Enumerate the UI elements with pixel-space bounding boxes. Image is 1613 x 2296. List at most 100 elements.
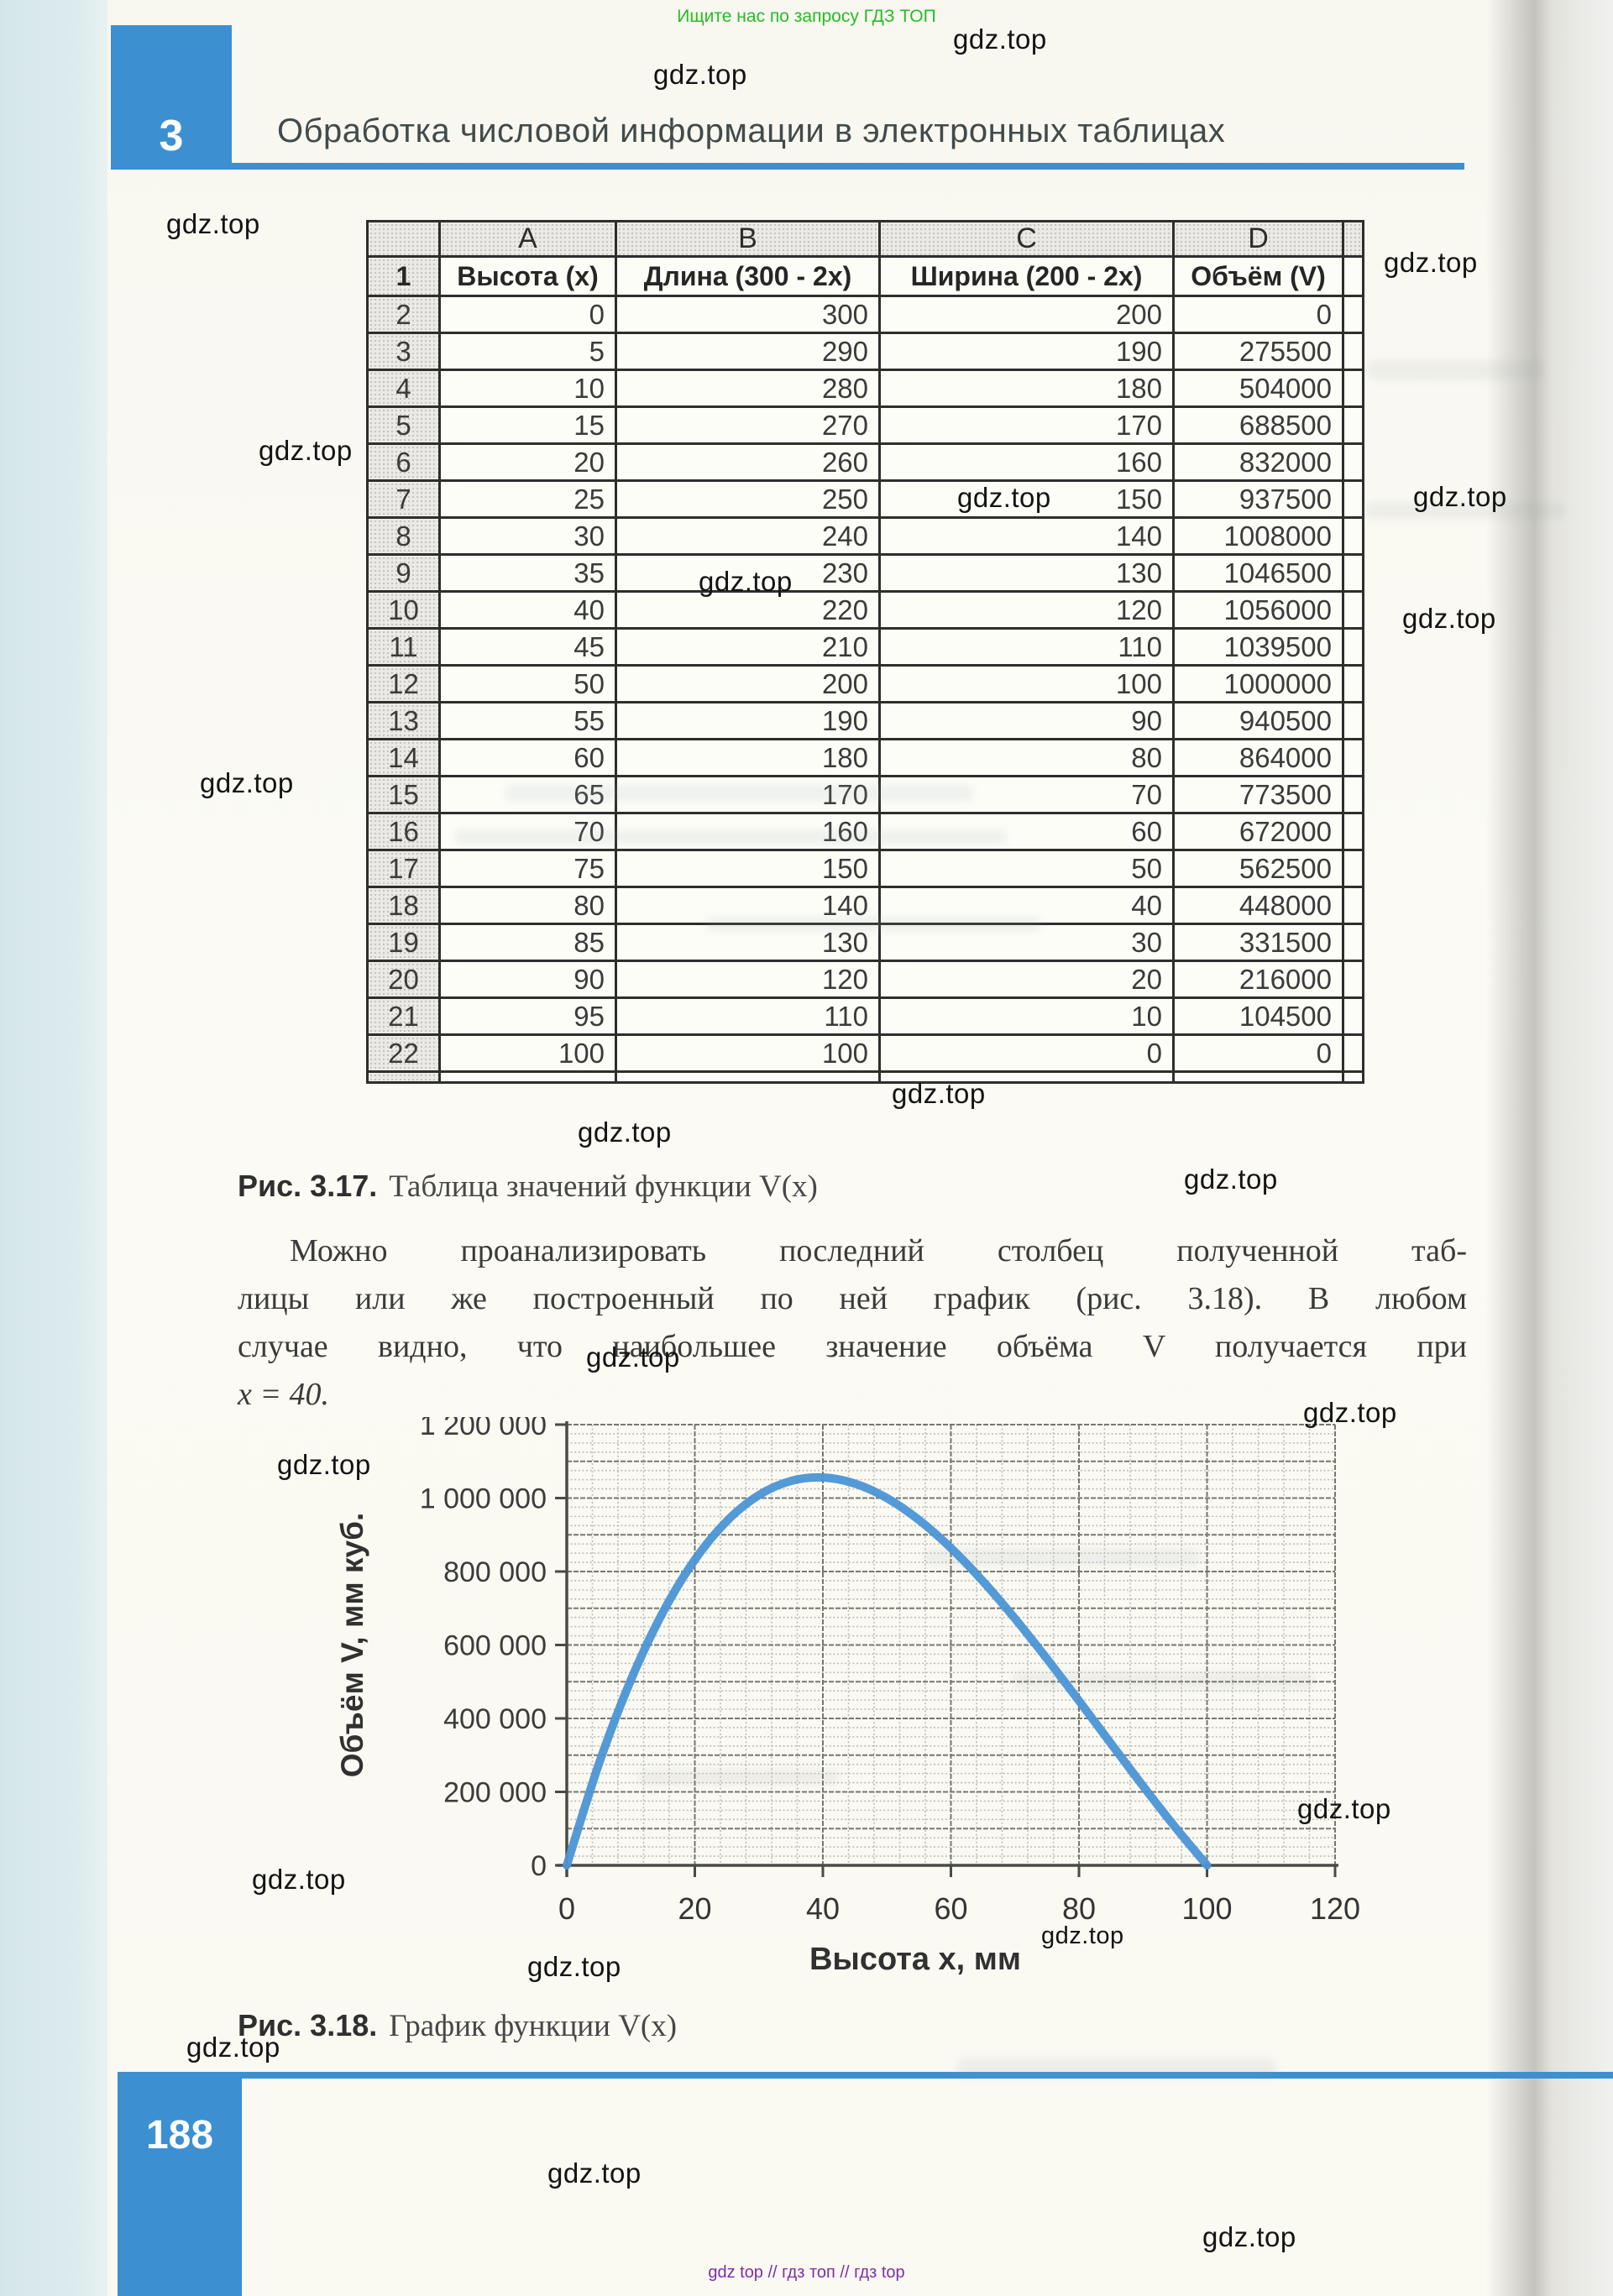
watermark: gdz.top xyxy=(953,24,1047,55)
cell-cut xyxy=(1342,627,1364,667)
table-cell: 150 xyxy=(615,849,881,888)
table-cell: 90 xyxy=(438,960,617,999)
table-cell: 280 xyxy=(615,369,881,408)
cell-cut xyxy=(1342,812,1364,851)
table-row: 21 95 110 10 104500 xyxy=(366,996,1364,1036)
row-number: 22 xyxy=(366,1033,441,1073)
cell-cut xyxy=(1342,738,1364,777)
x-tick-label: 100 xyxy=(1181,1891,1232,1926)
table-cell: 60 xyxy=(878,812,1175,851)
row-number: 12 xyxy=(366,664,441,703)
table-row: 6 20 260 160 832000 xyxy=(366,442,1364,482)
bottom-rule xyxy=(118,2072,1613,2079)
y-tick-label: 0 xyxy=(531,1850,547,1882)
figure-318-caption-text: График функции V(x) xyxy=(389,2009,678,2043)
table-row: 8 30 240 140 1008000 xyxy=(366,516,1364,556)
table-cell: 216000 xyxy=(1172,960,1344,999)
column-header: Длина (300 - 2x) xyxy=(615,255,881,297)
table-cell: 140 xyxy=(615,886,881,925)
row-number: 7 xyxy=(366,479,441,519)
table-cell: 1046500 xyxy=(1172,553,1344,593)
title-rule xyxy=(111,163,1464,170)
top-note: Ищите нас по запросу ГДЗ ТОП xyxy=(677,7,936,26)
ghost-bleed xyxy=(1364,502,1566,519)
table-cell: 65 xyxy=(438,775,617,814)
cell-cut xyxy=(1342,701,1364,740)
x-tick-label: 60 xyxy=(934,1891,967,1926)
table-cell: 331500 xyxy=(1172,923,1344,962)
row-number: 17 xyxy=(366,849,441,888)
table-cell: 0 xyxy=(878,1033,1175,1073)
table-cell: 150 xyxy=(878,479,1175,519)
table-cell: 300 xyxy=(615,295,881,334)
cell-cut xyxy=(1342,849,1364,888)
table-cell: 15 xyxy=(438,405,617,445)
watermark: gdz.top xyxy=(1303,1397,1397,1428)
watermark: gdz.top xyxy=(527,1951,621,1982)
table-cell: 1056000 xyxy=(1172,590,1344,630)
x-tick-label: 120 xyxy=(1310,1891,1360,1926)
table-row: 19 85 130 30 331500 xyxy=(366,923,1364,962)
figure-317-caption-text: Таблица значений функции V(x) xyxy=(389,1169,818,1204)
table-cell: 688500 xyxy=(1172,405,1344,445)
table-row: 16 70 160 60 672000 xyxy=(366,812,1364,851)
row-number-cut xyxy=(366,1070,441,1084)
table-cell: 104500 xyxy=(1172,996,1344,1036)
page-number: 188 xyxy=(145,2113,214,2157)
cell-cut xyxy=(1342,255,1364,297)
row-number: 18 xyxy=(366,886,441,925)
table-cell: 130 xyxy=(615,923,881,962)
table-row: 4 10 280 180 504000 xyxy=(366,369,1364,408)
table-cell: 832000 xyxy=(1172,442,1344,482)
watermark: gdz.top xyxy=(1041,1922,1124,1949)
table-cell: 30 xyxy=(438,516,617,556)
table-cell: 55 xyxy=(438,701,617,740)
row-number: 16 xyxy=(366,812,441,851)
watermark: gdz.top xyxy=(1384,247,1478,278)
row-number: 15 xyxy=(366,775,441,814)
column-letter: C xyxy=(878,220,1175,258)
row-number: 2 xyxy=(366,295,441,334)
table-cell: 80 xyxy=(438,886,617,925)
table-cell: 0 xyxy=(1172,295,1344,334)
row-number: 11 xyxy=(366,627,441,667)
footer-note: gdz top // гдз топ // гдз top xyxy=(708,2263,905,2282)
table-cell: 70 xyxy=(438,812,617,851)
x-tick-label: 0 xyxy=(558,1891,575,1926)
table-row: 13 55 190 90 940500 xyxy=(366,701,1364,740)
watermark: gdz.top xyxy=(1402,603,1496,634)
cell-cut xyxy=(1342,369,1364,408)
table-cell: 40 xyxy=(878,886,1175,925)
table-cell: 773500 xyxy=(1172,775,1344,814)
table-cell: 1008000 xyxy=(1172,516,1344,556)
table-cell: 562500 xyxy=(1172,849,1344,888)
table-cell: 180 xyxy=(878,369,1175,408)
table-row: 20 90 120 20 216000 xyxy=(366,960,1364,999)
row-number: 4 xyxy=(366,369,441,408)
row-number: 9 xyxy=(366,553,441,593)
table-cell: 200 xyxy=(615,664,881,703)
row-number: 6 xyxy=(366,442,441,482)
table-cell: 50 xyxy=(878,849,1175,888)
cell-cut xyxy=(1342,960,1364,999)
table-row: 12 50 200 100 1000000 xyxy=(366,664,1364,703)
table-cell: 75 xyxy=(438,849,617,888)
table-cell: 50 xyxy=(438,664,617,703)
table-cell: 10 xyxy=(438,369,617,408)
table-cell: 160 xyxy=(878,442,1175,482)
x-tick-label: 20 xyxy=(678,1891,711,1926)
cell-cut xyxy=(878,1070,1175,1084)
table-cell: 170 xyxy=(878,405,1175,445)
cell-cut xyxy=(1342,886,1364,925)
table-cell: 1000000 xyxy=(1172,664,1344,703)
table-cell: 0 xyxy=(1172,1033,1344,1073)
table-cell: 504000 xyxy=(1172,369,1344,408)
table-cell: 120 xyxy=(615,960,881,999)
table-row: 14 60 180 80 864000 xyxy=(366,738,1364,777)
figure-318-chart: 0 200 000 400 000 600 000 800 000 1 000 000 1 … xyxy=(335,1417,1360,1977)
table-cell: 20 xyxy=(878,960,1175,999)
table-row: 17 75 150 50 562500 xyxy=(366,849,1364,888)
figure-318-caption: Рис. 3.18. График функции V(x) xyxy=(238,2008,677,2044)
table-cell: 90 xyxy=(878,701,1175,740)
table-cell: 0 xyxy=(438,295,617,334)
